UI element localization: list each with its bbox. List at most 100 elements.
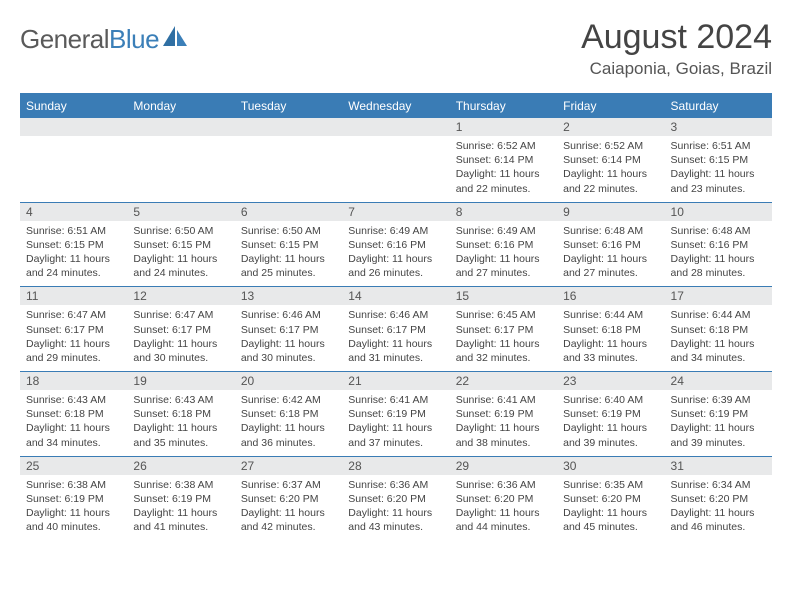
daylight-line2: and 46 minutes. [671, 520, 766, 534]
day-info-cell: Sunrise: 6:46 AMSunset: 6:17 PMDaylight:… [235, 305, 342, 371]
daylight-line2: and 29 minutes. [26, 351, 121, 365]
daylight-line1: Daylight: 11 hours [456, 421, 551, 435]
daylight-line2: and 43 minutes. [348, 520, 443, 534]
daylight-line1: Daylight: 11 hours [563, 252, 658, 266]
day-info-cell: Sunrise: 6:47 AMSunset: 6:17 PMDaylight:… [20, 305, 127, 371]
sunrise-text: Sunrise: 6:47 AM [26, 308, 121, 322]
daylight-line2: and 44 minutes. [456, 520, 551, 534]
sunset-text: Sunset: 6:16 PM [348, 238, 443, 252]
month-title: August 2024 [581, 18, 772, 57]
daylight-line2: and 30 minutes. [133, 351, 228, 365]
day-info-cell [235, 136, 342, 202]
daylight-line2: and 22 minutes. [456, 182, 551, 196]
sunset-text: Sunset: 6:15 PM [26, 238, 121, 252]
sunset-text: Sunset: 6:18 PM [563, 323, 658, 337]
logo: GeneralBlue [20, 18, 189, 55]
sunrise-text: Sunrise: 6:38 AM [133, 478, 228, 492]
day-info-cell: Sunrise: 6:51 AMSunset: 6:15 PMDaylight:… [20, 221, 127, 287]
daylight-line1: Daylight: 11 hours [133, 337, 228, 351]
sunrise-text: Sunrise: 6:36 AM [348, 478, 443, 492]
daylight-line1: Daylight: 11 hours [456, 506, 551, 520]
daylight-line1: Daylight: 11 hours [563, 421, 658, 435]
daylight-line2: and 45 minutes. [563, 520, 658, 534]
daylight-line1: Daylight: 11 hours [456, 337, 551, 351]
sunset-text: Sunset: 6:16 PM [671, 238, 766, 252]
day-info-cell [127, 136, 234, 202]
sunset-text: Sunset: 6:19 PM [26, 492, 121, 506]
sunrise-text: Sunrise: 6:42 AM [241, 393, 336, 407]
day-number-cell [342, 118, 449, 137]
day-number-cell: 15 [450, 287, 557, 306]
day-info-cell [342, 136, 449, 202]
sunset-text: Sunset: 6:18 PM [133, 407, 228, 421]
day-number-cell [20, 118, 127, 137]
sunrise-text: Sunrise: 6:44 AM [563, 308, 658, 322]
day-info-cell: Sunrise: 6:37 AMSunset: 6:20 PMDaylight:… [235, 475, 342, 541]
daylight-line1: Daylight: 11 hours [26, 506, 121, 520]
calendar-table: Sunday Monday Tuesday Wednesday Thursday… [20, 93, 772, 540]
daylight-line2: and 41 minutes. [133, 520, 228, 534]
sunrise-text: Sunrise: 6:35 AM [563, 478, 658, 492]
sunset-text: Sunset: 6:17 PM [133, 323, 228, 337]
logo-word2: Blue [109, 24, 159, 54]
daylight-line2: and 25 minutes. [241, 266, 336, 280]
daylight-line1: Daylight: 11 hours [456, 252, 551, 266]
weekday-header: Wednesday [342, 94, 449, 118]
sunset-text: Sunset: 6:16 PM [456, 238, 551, 252]
day-info-cell: Sunrise: 6:38 AMSunset: 6:19 PMDaylight:… [127, 475, 234, 541]
day-info-cell: Sunrise: 6:39 AMSunset: 6:19 PMDaylight:… [665, 390, 772, 456]
daylight-line1: Daylight: 11 hours [26, 421, 121, 435]
weekday-header: Tuesday [235, 94, 342, 118]
daylight-line1: Daylight: 11 hours [456, 167, 551, 181]
sunset-text: Sunset: 6:19 PM [348, 407, 443, 421]
info-row: Sunrise: 6:38 AMSunset: 6:19 PMDaylight:… [20, 475, 772, 541]
daylight-line1: Daylight: 11 hours [348, 252, 443, 266]
day-number-cell: 30 [557, 456, 664, 475]
daylight-line2: and 30 minutes. [241, 351, 336, 365]
daylight-line1: Daylight: 11 hours [26, 252, 121, 266]
daylight-line1: Daylight: 11 hours [133, 506, 228, 520]
sunrise-text: Sunrise: 6:51 AM [26, 224, 121, 238]
daylight-line2: and 23 minutes. [671, 182, 766, 196]
daynum-row: 11121314151617 [20, 287, 772, 306]
daylight-line2: and 34 minutes. [26, 436, 121, 450]
sunrise-text: Sunrise: 6:38 AM [26, 478, 121, 492]
day-info-cell: Sunrise: 6:36 AMSunset: 6:20 PMDaylight:… [342, 475, 449, 541]
sunset-text: Sunset: 6:17 PM [456, 323, 551, 337]
sunset-text: Sunset: 6:14 PM [563, 153, 658, 167]
logo-word1: General [20, 24, 109, 54]
daylight-line1: Daylight: 11 hours [348, 506, 443, 520]
day-info-cell: Sunrise: 6:41 AMSunset: 6:19 PMDaylight:… [342, 390, 449, 456]
day-number-cell: 18 [20, 372, 127, 391]
info-row: Sunrise: 6:51 AMSunset: 6:15 PMDaylight:… [20, 221, 772, 287]
day-number-cell: 12 [127, 287, 234, 306]
day-info-cell: Sunrise: 6:45 AMSunset: 6:17 PMDaylight:… [450, 305, 557, 371]
day-number-cell: 13 [235, 287, 342, 306]
daylight-line2: and 39 minutes. [671, 436, 766, 450]
day-info-cell: Sunrise: 6:43 AMSunset: 6:18 PMDaylight:… [20, 390, 127, 456]
daylight-line1: Daylight: 11 hours [26, 337, 121, 351]
sunset-text: Sunset: 6:20 PM [456, 492, 551, 506]
day-info-cell: Sunrise: 6:48 AMSunset: 6:16 PMDaylight:… [557, 221, 664, 287]
sunrise-text: Sunrise: 6:51 AM [671, 139, 766, 153]
sunset-text: Sunset: 6:19 PM [563, 407, 658, 421]
info-row: Sunrise: 6:43 AMSunset: 6:18 PMDaylight:… [20, 390, 772, 456]
daylight-line2: and 32 minutes. [456, 351, 551, 365]
day-number-cell: 26 [127, 456, 234, 475]
daynum-row: 18192021222324 [20, 372, 772, 391]
daylight-line1: Daylight: 11 hours [563, 506, 658, 520]
sunrise-text: Sunrise: 6:46 AM [241, 308, 336, 322]
daylight-line1: Daylight: 11 hours [241, 421, 336, 435]
daylight-line2: and 38 minutes. [456, 436, 551, 450]
daylight-line2: and 22 minutes. [563, 182, 658, 196]
header: GeneralBlue August 2024 Caiaponia, Goias… [20, 18, 772, 79]
day-number-cell: 10 [665, 202, 772, 221]
sunset-text: Sunset: 6:14 PM [456, 153, 551, 167]
day-info-cell: Sunrise: 6:49 AMSunset: 6:16 PMDaylight:… [342, 221, 449, 287]
sunset-text: Sunset: 6:20 PM [241, 492, 336, 506]
sunset-text: Sunset: 6:20 PM [563, 492, 658, 506]
day-number-cell: 31 [665, 456, 772, 475]
daylight-line1: Daylight: 11 hours [671, 337, 766, 351]
weekday-header: Thursday [450, 94, 557, 118]
daylight-line2: and 26 minutes. [348, 266, 443, 280]
